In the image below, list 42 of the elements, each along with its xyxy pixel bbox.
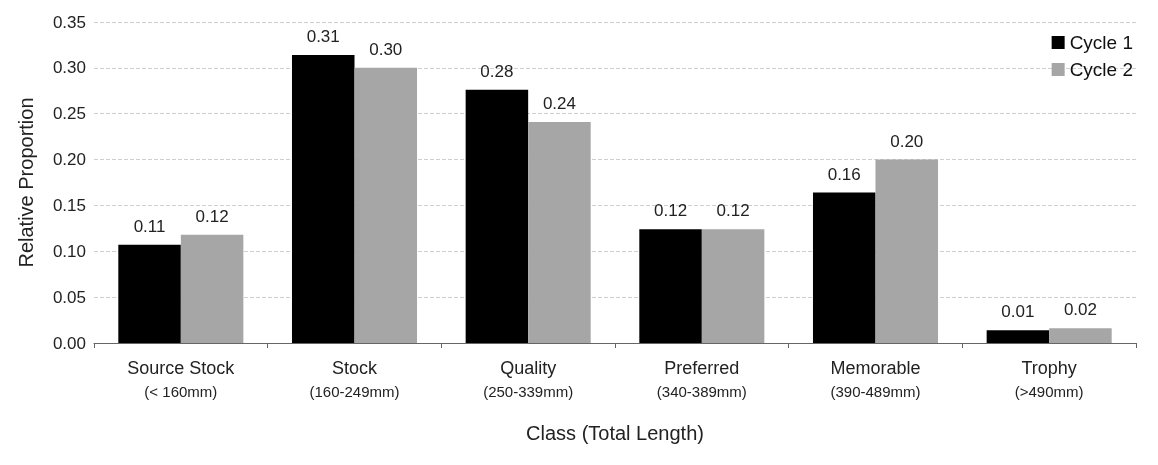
bar [986,330,1050,343]
y-tick-label: 0.35 [52,12,86,32]
data-label: 0.12 [195,206,229,226]
data-label: 0.24 [542,93,576,113]
data-label: 0.31 [306,27,340,47]
data-label: 0.12 [654,201,688,221]
y-axis-title: Relative Proportion [15,97,37,268]
data-label: 0.01 [1001,302,1035,322]
legend-label: Cycle 2 [1069,59,1133,80]
x-tick-label: Preferred (340-389mm) [656,358,747,400]
bar [465,89,529,343]
x-tick-label: Memorable (390-489mm) [830,358,921,400]
legend-label: Cycle 1 [1069,32,1133,53]
y-tick-label: 0.10 [52,241,86,261]
data-label: 0.20 [890,131,924,151]
bar [354,67,418,343]
bar [875,159,939,343]
x-tick-label: Trophy (>490mm) [1014,358,1084,400]
bar [291,55,355,343]
x-axis-title: Class (Total Length) [526,422,704,444]
y-tick-label: 0.30 [52,58,86,78]
data-label: 0.30 [369,39,403,59]
data-label: 0.02 [1063,300,1097,320]
bar [180,234,244,343]
y-tick-label: 0.15 [52,195,86,215]
x-tick-label: Stock (160-249mm) [309,358,400,400]
data-label: 0.12 [716,201,750,221]
data-label: 0.11 [133,216,166,236]
data-label: 0.28 [480,61,514,81]
x-tick-label: Quality (250-339mm) [483,358,574,400]
bar [1049,328,1112,343]
y-tick-label: 0.25 [52,104,86,124]
x-tick-label: Source Stock (< 160mm) [127,358,236,400]
bar [701,229,765,343]
y-tick-label: 0.00 [52,333,86,353]
data-label: 0.16 [827,164,861,184]
bar [639,229,702,343]
y-tick-label: 0.20 [52,150,86,170]
bar [118,244,181,343]
bar [528,121,591,343]
bar [812,192,876,343]
y-tick-label: 0.05 [52,287,86,307]
